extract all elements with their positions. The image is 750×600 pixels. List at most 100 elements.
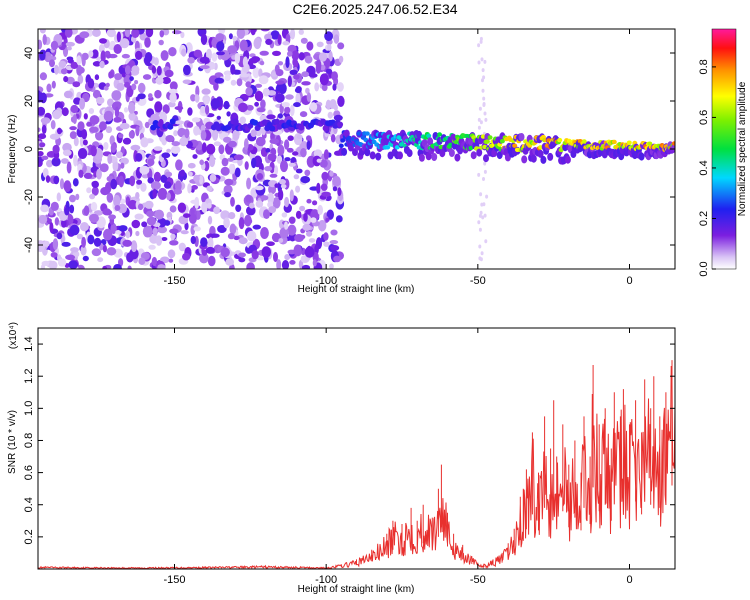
noise-cell [66, 161, 72, 174]
noise-cell [89, 115, 100, 125]
noise-cell [182, 252, 191, 261]
noise-cell [172, 30, 182, 35]
noise-cell [289, 260, 296, 265]
noise-cell [161, 76, 171, 85]
noise-cell [236, 78, 243, 87]
noise-cell [93, 237, 102, 247]
noise-cell [325, 99, 331, 110]
noise-cell [333, 104, 338, 112]
noise-cell [113, 264, 122, 269]
noise-cell [306, 92, 312, 103]
noise-cell [260, 99, 266, 109]
noise-cell [199, 56, 210, 64]
noise-cell [70, 61, 79, 69]
noise-cell [77, 148, 88, 159]
noise-cell [220, 247, 230, 258]
noise-cell [325, 68, 332, 74]
noise-cell [69, 224, 80, 236]
noise-cell [206, 143, 216, 155]
noise-cell [51, 157, 61, 167]
noise-cell [183, 64, 191, 76]
noise-cell [279, 227, 290, 238]
noise-cell [124, 81, 130, 88]
noise-cell [238, 237, 248, 245]
colorbar-gradient [711, 28, 737, 270]
noise-cell [234, 53, 241, 64]
noise-cell [479, 36, 483, 41]
noise-cell [166, 211, 173, 220]
noise-cell [121, 72, 126, 78]
signal-cell [427, 137, 434, 146]
noise-cell [38, 151, 44, 157]
noise-cell [323, 149, 329, 161]
noise-cell [217, 225, 227, 233]
signal-cell [470, 151, 477, 160]
signal-cell [375, 152, 382, 161]
noise-cell [89, 193, 96, 200]
noise-cell [278, 238, 284, 243]
noise-cell [106, 192, 114, 203]
noise-cell [246, 230, 257, 242]
noise-cell [50, 40, 59, 51]
noise-cell [306, 41, 314, 51]
signal-cell [454, 153, 461, 162]
signal-cell [437, 132, 443, 137]
noise-cell [102, 265, 108, 269]
noise-cell [216, 41, 225, 52]
noise-cell [193, 226, 201, 232]
noise-cell [115, 230, 122, 235]
noise-cell [122, 137, 132, 145]
noise-cell [40, 117, 51, 124]
colorbar: 0.0 0.2 0.4 0.6 0.8 Normalized spectral ampl… [698, 28, 748, 277]
noise-cell [65, 254, 76, 261]
noise-cell [186, 121, 194, 128]
noise-cell [63, 76, 69, 83]
noise-cell [190, 235, 196, 245]
noise-cell [301, 71, 310, 78]
noise-cell [200, 130, 207, 141]
noise-cell [95, 130, 104, 141]
noise-cell [73, 97, 82, 105]
noise-cell [332, 175, 341, 187]
noise-cell [280, 160, 288, 173]
noise-cell [148, 244, 156, 250]
noise-cell [278, 82, 287, 94]
noise-cell [299, 141, 309, 151]
noise-cell [216, 51, 225, 56]
noise-cell [203, 97, 210, 105]
noise-cell [265, 38, 273, 46]
noise-cell [306, 135, 312, 142]
noise-cell [169, 81, 178, 91]
spectrogram-x-ticks: -150 -100 -50 0 [163, 29, 633, 287]
noise-cell [76, 66, 85, 74]
noise-cell [291, 50, 300, 61]
colorbar-tick-label: 0.0 [698, 261, 710, 276]
noise-cell [216, 115, 221, 120]
noise-cell [477, 172, 481, 177]
noise-cell [38, 127, 41, 133]
signal-cell [448, 149, 455, 157]
noise-cell [82, 139, 88, 146]
noise-cell [166, 148, 172, 153]
noise-cell [201, 201, 208, 213]
noise-cell [107, 154, 113, 165]
noise-cell [168, 47, 177, 57]
noise-cell [337, 95, 345, 107]
noise-cell [167, 249, 176, 259]
noise-cell [320, 183, 328, 191]
signal-cell [398, 142, 404, 147]
noise-cell [91, 186, 99, 196]
noise-cell [238, 102, 248, 113]
noise-cell [245, 87, 253, 96]
noise-cell [113, 194, 121, 207]
x-tick-label: -100 [315, 275, 337, 287]
noise-cell [88, 108, 95, 114]
noise-cell [287, 224, 297, 236]
noise-cell [301, 264, 311, 269]
noise-cell [284, 254, 291, 261]
noise-cell [131, 29, 140, 38]
noise-cell [63, 180, 72, 192]
noise-cell [259, 60, 265, 66]
noise-cell [164, 69, 174, 78]
noise-cell [280, 184, 287, 189]
